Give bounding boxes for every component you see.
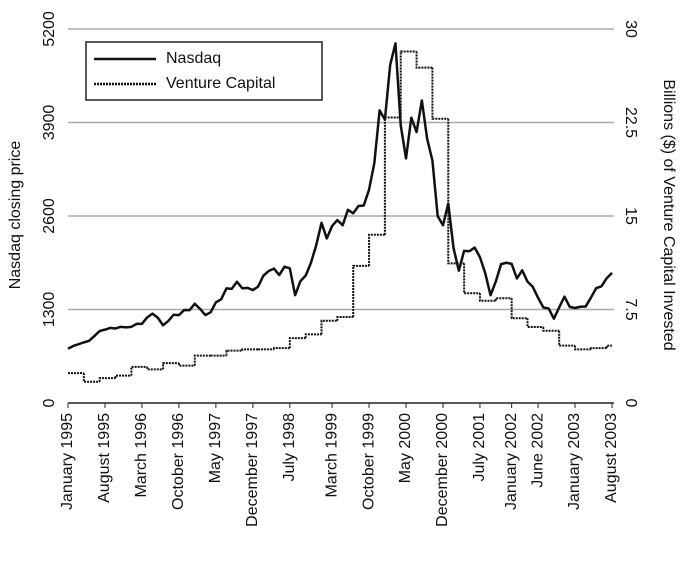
step-segment	[368, 233, 385, 266]
step-segment	[82, 373, 100, 383]
step-segment	[193, 354, 211, 366]
step-segment	[463, 263, 480, 295]
step-segment	[589, 347, 607, 350]
y-tick-label: 0	[41, 398, 58, 407]
step-segment	[415, 51, 433, 69]
step-segment	[225, 349, 243, 356]
step-segment	[114, 374, 132, 379]
x-tick-label: December 2000	[434, 413, 451, 527]
step-segment	[146, 366, 164, 371]
y-tick-label: 1300	[41, 292, 58, 328]
step-segment	[162, 362, 179, 370]
step-segment	[177, 363, 195, 367]
step-segment	[399, 50, 417, 118]
step-segment	[558, 330, 576, 347]
legend-label: Venture Capital	[166, 75, 275, 92]
step-segment	[510, 298, 528, 320]
x-tick-label: December 1997	[244, 413, 261, 527]
x-tick-label: January 1995	[59, 413, 76, 510]
x-tick-label: March 1996	[133, 413, 150, 498]
x-tick-label: May 2000	[397, 413, 414, 483]
x-tick-label: July 1998	[281, 413, 298, 482]
x-tick-label: January 2003	[566, 413, 583, 510]
legend-box	[85, 41, 323, 101]
y-tick-label: 5200	[41, 11, 58, 47]
x-tick-label: October 1999	[360, 413, 377, 510]
x-tick-label: October 1996	[170, 413, 187, 510]
step-segment	[98, 377, 116, 382]
y2-tick-label: 7.5	[622, 298, 639, 320]
step-segment	[320, 319, 338, 335]
step-segment	[431, 67, 449, 120]
line	[67, 42, 613, 350]
step-segment	[526, 318, 544, 328]
step-segment	[383, 116, 401, 235]
step-segment	[130, 365, 148, 376]
step-segment	[288, 337, 306, 349]
step-segment	[352, 264, 370, 317]
step-segment	[447, 118, 465, 265]
y2-tick-label: 22.5	[622, 107, 639, 138]
step-segment	[542, 326, 560, 332]
step-segment	[605, 344, 612, 349]
x-tick-label: August 1995	[96, 413, 113, 503]
y2-tick-label: 0	[622, 399, 639, 408]
step-segment	[241, 348, 259, 351]
step-segment	[304, 333, 322, 339]
x-tick-label: January 2002	[503, 413, 520, 510]
y2-axis-label: Billions ($) of Venture Capital Invested	[660, 79, 677, 350]
step-segment	[478, 293, 496, 302]
step-segment	[494, 297, 512, 301]
x-tick-label: June 2002	[529, 413, 546, 488]
step-segment	[336, 315, 354, 321]
x-tick-label: August 2003	[603, 413, 620, 503]
y-tick-label: 2600	[41, 198, 58, 234]
step-segment	[272, 347, 290, 350]
x-tick-label: March 1999	[323, 413, 340, 498]
legend-label: Nasdaq	[166, 50, 221, 67]
y2-tick-label: 30	[622, 20, 639, 38]
y2-tick-label: 15	[622, 207, 639, 225]
y-tick-label: 3900	[41, 105, 58, 141]
x-tick-label: July 2001	[471, 413, 488, 482]
step-segment	[574, 345, 591, 351]
y-axis-label: Nasdaq closing price	[7, 141, 24, 290]
x-tick-label: May 1997	[207, 413, 224, 483]
